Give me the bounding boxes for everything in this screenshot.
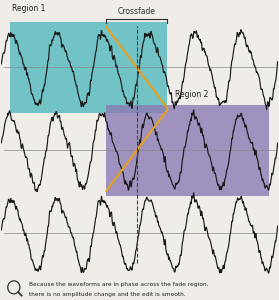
Text: Region 1: Region 1 [13,4,46,13]
Text: there is no amplitude change and the edit is smooth.: there is no amplitude change and the edi… [29,292,186,297]
Bar [106,104,269,196]
Text: Crossfade: Crossfade [118,7,156,16]
Bar [10,22,167,113]
Text: Because the waveforms are in phase across the fade region,: Because the waveforms are in phase acros… [29,282,208,287]
Text: Region 2: Region 2 [175,90,209,99]
